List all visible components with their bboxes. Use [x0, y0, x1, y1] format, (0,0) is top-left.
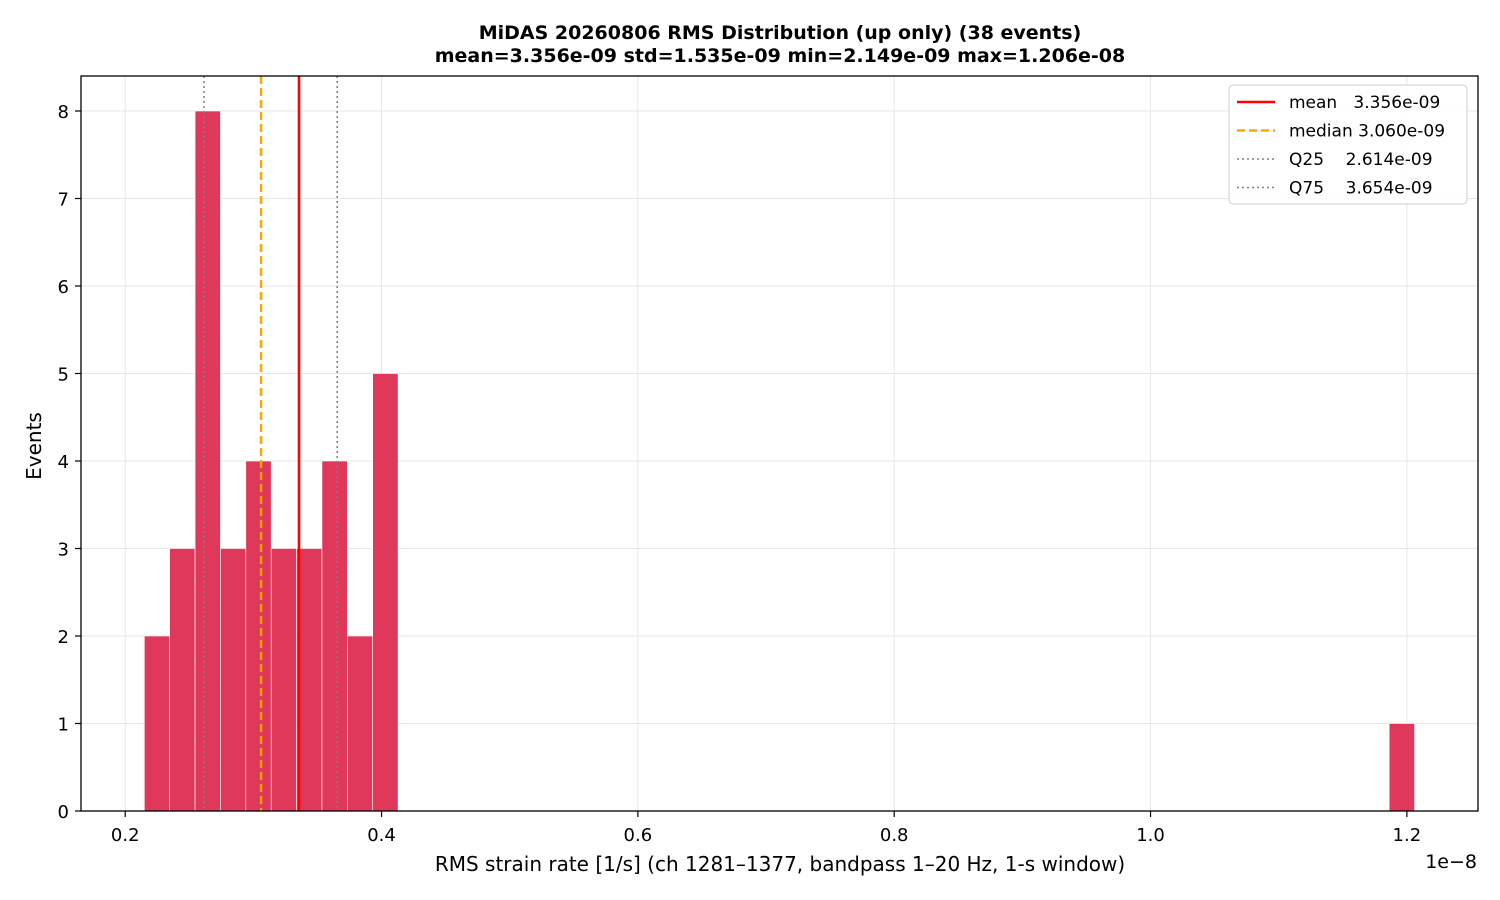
histogram-bar [144, 635, 170, 812]
histogram-bar [296, 548, 323, 812]
x-tick-label: 0.8 [880, 825, 909, 846]
y-axis-label: Events [22, 412, 46, 480]
histogram-bar [321, 460, 348, 812]
x-tick-label: 1.0 [1136, 825, 1165, 846]
y-tick-label: 7 [58, 190, 69, 211]
legend-label-Q75: Q75 3.654e-09 [1289, 179, 1433, 199]
histogram-bar [347, 635, 374, 812]
histogram-bar [1388, 723, 1415, 812]
y-tick-label: 3 [58, 540, 69, 561]
legend-label-median: median 3.060e-09 [1289, 122, 1445, 142]
y-tick-label: 8 [58, 102, 69, 123]
histogram-bar [220, 548, 247, 812]
plot-area-frame [80, 75, 1479, 812]
chart-subtitle: mean=3.356e-09 std=1.535e-09 min=2.149e-… [435, 45, 1126, 67]
y-tick-label: 4 [58, 452, 69, 473]
legend-label-Q25: Q25 2.614e-09 [1289, 150, 1433, 170]
x-axis-offset-label: 1e−8 [1425, 851, 1477, 873]
y-tick-label: 1 [58, 715, 69, 736]
histogram-bar [372, 373, 399, 812]
histogram-bars [144, 110, 1415, 812]
y-tick-label: 5 [58, 365, 69, 386]
x-axis-ticks: 0.2 0.4 0.6 0.8 1.0 1.2 [111, 811, 1421, 846]
histogram-bar [270, 548, 297, 812]
histogram-bar [245, 460, 272, 812]
x-tick-label: 0.6 [624, 825, 653, 846]
y-axis-ticks: 0 1 2 3 4 5 6 7 8 [58, 102, 81, 823]
y-tick-label: 0 [58, 802, 69, 823]
x-axis-label: RMS strain rate [1/s] (ch 1281–1377, ban… [435, 852, 1125, 876]
chart-title: MiDAS 20260806 RMS Distribution (up only… [479, 22, 1082, 44]
histogram-bar [194, 110, 221, 812]
x-tick-label: 1.2 [1393, 825, 1422, 846]
y-tick-label: 2 [58, 627, 69, 648]
histogram-bar [169, 548, 196, 812]
legend: mean 3.356e-09 median 3.060e-09 Q25 2.614e… [1228, 84, 1468, 205]
x-tick-label: 0.4 [367, 825, 396, 846]
legend-box [1228, 84, 1468, 205]
legend-label-mean: mean 3.356e-09 [1289, 93, 1440, 113]
reference-lines [203, 76, 338, 811]
x-tick-label: 0.2 [111, 825, 140, 846]
y-tick-label: 6 [58, 277, 69, 298]
